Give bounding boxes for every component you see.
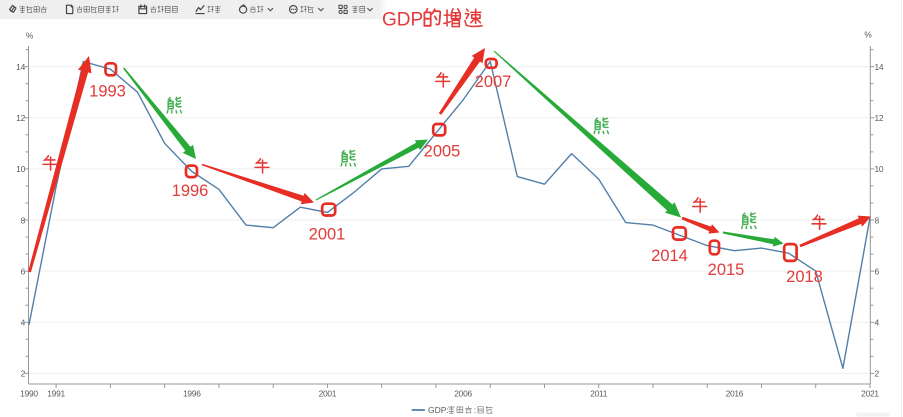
svg-text:2021: 2021 <box>861 389 879 399</box>
svg-text:6: 6 <box>875 266 880 276</box>
svg-text:2018: 2018 <box>786 268 823 286</box>
svg-text:2015: 2015 <box>708 261 745 279</box>
svg-text:GDP:: GDP: <box>428 405 449 415</box>
svg-text:GDP: GDP <box>382 10 423 31</box>
svg-text:2006: 2006 <box>454 389 472 399</box>
svg-text:2001: 2001 <box>309 226 346 244</box>
svg-text:12: 12 <box>875 113 884 123</box>
svg-text:12: 12 <box>16 113 25 123</box>
svg-text:2016: 2016 <box>726 389 744 399</box>
svg-text:1991: 1991 <box>47 389 65 399</box>
svg-text:4: 4 <box>21 318 26 328</box>
svg-text:1996: 1996 <box>183 389 201 399</box>
svg-text:6: 6 <box>21 266 26 276</box>
svg-text:14: 14 <box>16 62 25 72</box>
svg-text:4: 4 <box>875 318 880 328</box>
svg-text:2014: 2014 <box>651 247 688 265</box>
svg-text::: : <box>474 405 476 415</box>
svg-text:10: 10 <box>875 164 884 174</box>
svg-text:1990: 1990 <box>20 389 38 399</box>
svg-text:10: 10 <box>16 164 25 174</box>
svg-text:2005: 2005 <box>424 143 461 161</box>
svg-text:1996: 1996 <box>172 182 209 200</box>
svg-text:8: 8 <box>21 215 26 225</box>
svg-text:1993: 1993 <box>89 83 126 101</box>
svg-text:8: 8 <box>875 215 880 225</box>
svg-text:2007: 2007 <box>475 73 512 91</box>
svg-text:%: % <box>864 30 872 40</box>
svg-text:14: 14 <box>875 62 884 72</box>
svg-text:2: 2 <box>875 369 880 379</box>
svg-text:2: 2 <box>21 369 26 379</box>
svg-text:%: % <box>26 31 34 41</box>
svg-text:2011: 2011 <box>590 389 608 399</box>
svg-text:2001: 2001 <box>319 389 337 399</box>
